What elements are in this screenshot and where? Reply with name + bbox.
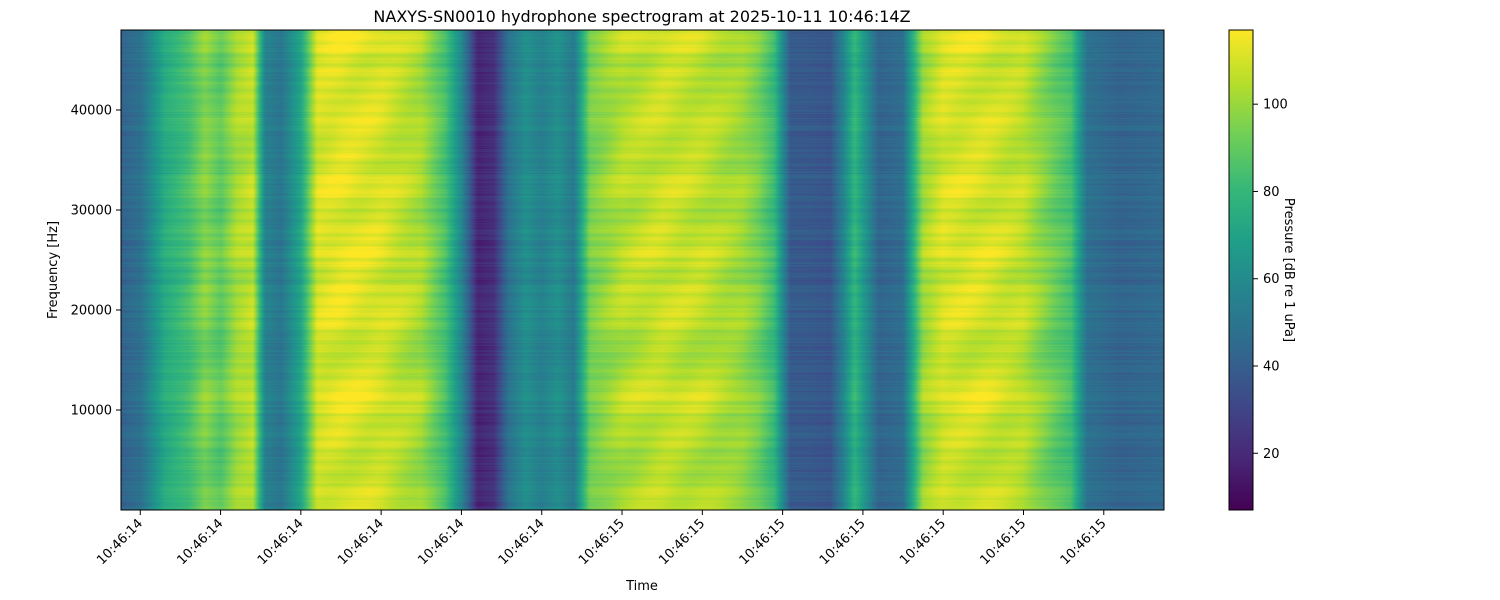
spectrogram-heatmap [121, 30, 1164, 510]
x-tick-label: 10:46:15 [977, 516, 1029, 568]
plot-frame [120, 29, 1165, 511]
x-axis: 10:46:14 10:46:14 10:46:14 10:46:14 10:46:14… [94, 510, 1110, 568]
colorbar-tick-label: 60 [1263, 272, 1280, 287]
x-tick-label: 10:46:14 [496, 516, 548, 568]
chart-title: NAXYS-SN0010 hydrophone spectrogram at 2… [373, 7, 910, 26]
colorbar-tick-label: 100 [1263, 98, 1288, 113]
colorbar-gradient [1228, 29, 1254, 511]
x-tick-label: 10:46:14 [255, 516, 307, 568]
colorbar-tick-label: 80 [1263, 185, 1280, 200]
y-tick-label: 20000 [71, 304, 112, 319]
x-axis-label: Time [625, 579, 658, 594]
y-axis-label: Frequency [Hz] [46, 221, 61, 319]
y-tick-label: 10000 [71, 404, 112, 419]
x-tick-label: 10:46:15 [576, 516, 628, 568]
x-tick-label: 10:46:15 [817, 516, 869, 568]
x-tick-label: 10:46:15 [1058, 516, 1110, 568]
spectrogram-plot [120, 29, 1165, 511]
x-tick-label: 10:46:15 [656, 516, 708, 568]
x-tick-label: 10:46:14 [415, 516, 467, 568]
x-tick-label: 10:46:15 [737, 516, 789, 568]
x-tick-label: 10:46:15 [897, 516, 949, 568]
x-tick-label: 10:46:14 [335, 516, 387, 568]
x-tick-label: 10:46:14 [94, 516, 146, 568]
colorbar-label: Pressure [dB re 1 uPa] [1281, 198, 1296, 342]
colorbar-ticks: 20 40 60 80 100 [1253, 98, 1288, 462]
colorbar: 20 40 60 80 100 Pressure [dB re 1 uPa] [1228, 29, 1296, 511]
y-axis: 10000 20000 30000 40000 [71, 104, 121, 419]
y-tick-label: 40000 [71, 104, 112, 119]
x-tick-label: 10:46:14 [174, 516, 226, 568]
colorbar-tick-label: 40 [1263, 360, 1280, 375]
colorbar-tick-label: 20 [1263, 447, 1280, 462]
y-tick-label: 30000 [71, 204, 112, 219]
